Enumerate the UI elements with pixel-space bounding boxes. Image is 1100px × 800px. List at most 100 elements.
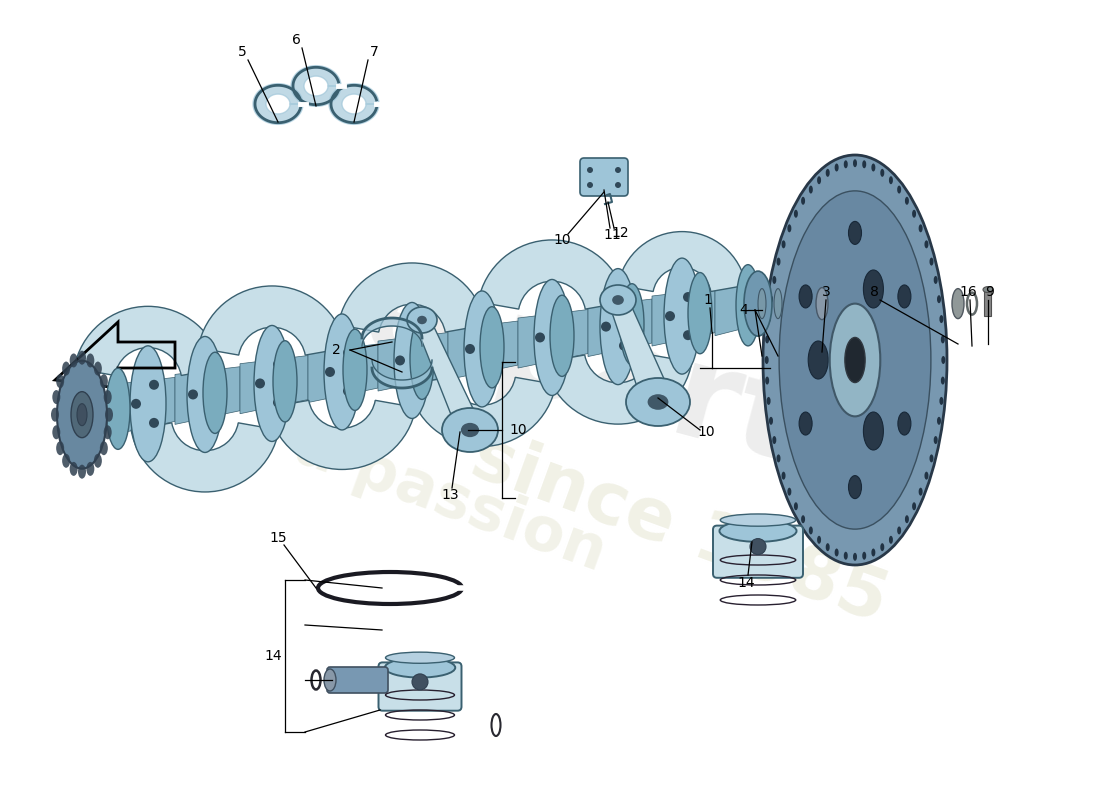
- Ellipse shape: [62, 362, 70, 375]
- Ellipse shape: [744, 271, 772, 336]
- Ellipse shape: [808, 341, 828, 379]
- Ellipse shape: [69, 462, 78, 476]
- Circle shape: [535, 333, 544, 342]
- Bar: [984, 290, 991, 316]
- Ellipse shape: [930, 258, 934, 266]
- Text: 8: 8: [870, 285, 879, 299]
- Ellipse shape: [464, 291, 500, 407]
- Ellipse shape: [648, 394, 669, 410]
- Ellipse shape: [62, 454, 70, 468]
- Ellipse shape: [56, 374, 64, 388]
- Polygon shape: [715, 283, 748, 336]
- Ellipse shape: [767, 315, 771, 323]
- Polygon shape: [448, 321, 518, 379]
- Ellipse shape: [788, 224, 791, 232]
- Ellipse shape: [817, 536, 821, 544]
- Circle shape: [148, 418, 159, 428]
- Ellipse shape: [412, 674, 428, 690]
- Wedge shape: [198, 286, 345, 355]
- Polygon shape: [415, 317, 481, 434]
- Ellipse shape: [394, 302, 430, 418]
- Polygon shape: [652, 289, 715, 346]
- Polygon shape: [292, 66, 341, 106]
- Circle shape: [273, 398, 283, 407]
- Ellipse shape: [794, 502, 797, 510]
- Ellipse shape: [937, 295, 940, 303]
- Ellipse shape: [889, 176, 893, 184]
- Text: 11: 11: [603, 228, 620, 242]
- Ellipse shape: [53, 390, 60, 404]
- Ellipse shape: [106, 368, 130, 450]
- Ellipse shape: [864, 270, 883, 308]
- Ellipse shape: [912, 210, 916, 218]
- Ellipse shape: [407, 307, 437, 333]
- Text: 1: 1: [704, 293, 713, 307]
- Wedge shape: [338, 263, 486, 332]
- Ellipse shape: [69, 354, 78, 367]
- Ellipse shape: [103, 426, 112, 439]
- Ellipse shape: [620, 284, 644, 365]
- Circle shape: [343, 348, 353, 358]
- Ellipse shape: [767, 397, 771, 405]
- Ellipse shape: [845, 338, 865, 382]
- Ellipse shape: [918, 224, 923, 232]
- Ellipse shape: [78, 350, 86, 365]
- Ellipse shape: [461, 423, 480, 437]
- Ellipse shape: [600, 285, 636, 315]
- Wedge shape: [408, 378, 556, 446]
- Text: 4: 4: [739, 303, 748, 317]
- Text: 10: 10: [553, 233, 571, 247]
- Ellipse shape: [736, 265, 760, 346]
- Text: 15: 15: [270, 531, 287, 545]
- Ellipse shape: [100, 441, 108, 455]
- Ellipse shape: [912, 502, 916, 510]
- Ellipse shape: [835, 163, 838, 171]
- Circle shape: [273, 359, 283, 370]
- Ellipse shape: [939, 397, 944, 405]
- Polygon shape: [175, 366, 240, 424]
- FancyBboxPatch shape: [327, 667, 388, 693]
- Circle shape: [683, 330, 693, 340]
- Circle shape: [483, 363, 493, 373]
- Ellipse shape: [898, 186, 901, 194]
- Ellipse shape: [799, 412, 812, 435]
- Ellipse shape: [442, 408, 498, 452]
- Ellipse shape: [940, 335, 945, 343]
- Ellipse shape: [835, 549, 838, 557]
- Circle shape: [188, 390, 198, 399]
- Ellipse shape: [934, 276, 937, 284]
- Text: 2: 2: [331, 343, 340, 357]
- Ellipse shape: [534, 279, 570, 395]
- Circle shape: [412, 374, 424, 385]
- Circle shape: [615, 167, 622, 173]
- Ellipse shape: [480, 306, 504, 388]
- Text: 6: 6: [292, 33, 300, 47]
- Ellipse shape: [852, 553, 857, 561]
- Circle shape: [131, 399, 141, 409]
- Ellipse shape: [772, 276, 777, 284]
- Text: 14: 14: [264, 649, 282, 663]
- Ellipse shape: [86, 354, 95, 367]
- Ellipse shape: [204, 352, 227, 434]
- Ellipse shape: [871, 549, 876, 557]
- Polygon shape: [609, 297, 672, 407]
- Ellipse shape: [983, 286, 993, 293]
- Ellipse shape: [826, 543, 829, 551]
- Text: e parts: e parts: [350, 250, 890, 510]
- Ellipse shape: [600, 269, 636, 385]
- Polygon shape: [362, 318, 422, 346]
- Polygon shape: [240, 355, 308, 414]
- Text: 9: 9: [986, 285, 994, 299]
- Ellipse shape: [774, 289, 782, 318]
- Ellipse shape: [777, 454, 781, 462]
- Circle shape: [255, 378, 265, 389]
- Ellipse shape: [940, 377, 945, 385]
- Ellipse shape: [939, 315, 944, 323]
- Ellipse shape: [78, 465, 86, 478]
- Ellipse shape: [942, 356, 945, 364]
- Polygon shape: [116, 378, 175, 434]
- Circle shape: [666, 311, 675, 321]
- Ellipse shape: [905, 197, 909, 205]
- Ellipse shape: [829, 304, 880, 416]
- Text: 14: 14: [737, 576, 755, 590]
